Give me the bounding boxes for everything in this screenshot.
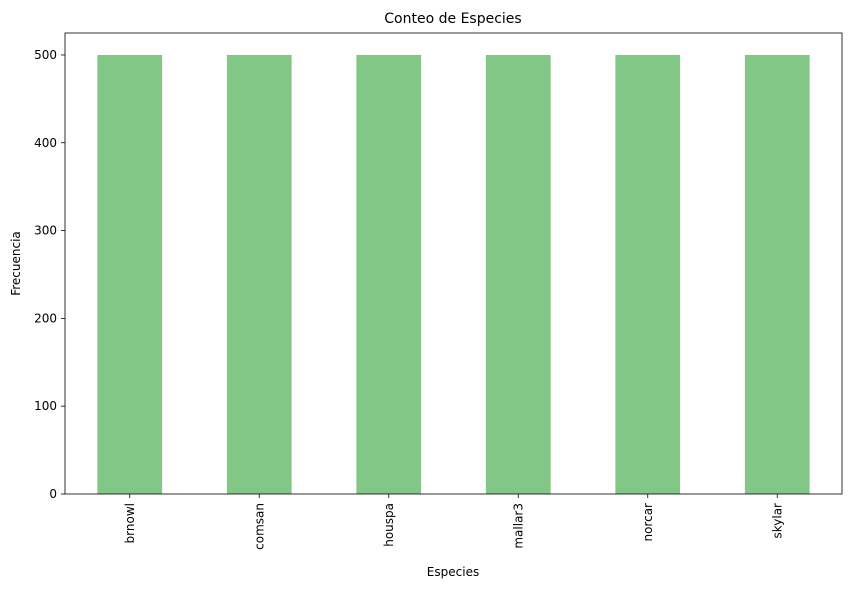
- bar-brnowl: [97, 54, 163, 494]
- chart-title: Conteo de Especies: [384, 11, 521, 27]
- y-axis-label: Frecuencia: [9, 231, 23, 296]
- bar-mallar3: [485, 54, 551, 494]
- bar-skylar: [744, 54, 810, 494]
- x-tick-label: norcar: [641, 503, 655, 542]
- y-tick-label: 300: [34, 224, 57, 238]
- y-tick-label: 200: [34, 311, 57, 325]
- x-tick-label: mallar3: [511, 503, 525, 549]
- y-tick-label: 100: [34, 399, 57, 413]
- y-axis-ticks: 0 100 200 300 400 500: [34, 48, 65, 501]
- y-tick-label: 400: [34, 136, 57, 150]
- x-axis-label: Especies: [427, 565, 479, 579]
- y-tick-label: 0: [49, 487, 57, 501]
- y-tick-label: 500: [34, 48, 57, 62]
- x-tick-label: houspa: [382, 503, 396, 547]
- x-tick-label: comsan: [252, 503, 266, 550]
- bars-group: [97, 54, 810, 494]
- bar-houspa: [356, 54, 422, 494]
- x-tick-label: brnowl: [123, 503, 137, 543]
- x-tick-label: skylar: [770, 503, 784, 539]
- bar-comsan: [226, 54, 292, 494]
- x-axis-ticks: brnowl comsan houspa mallar3 norcar skylar: [123, 494, 784, 550]
- bar-norcar: [615, 54, 681, 494]
- plot-frame: [64, 32, 843, 495]
